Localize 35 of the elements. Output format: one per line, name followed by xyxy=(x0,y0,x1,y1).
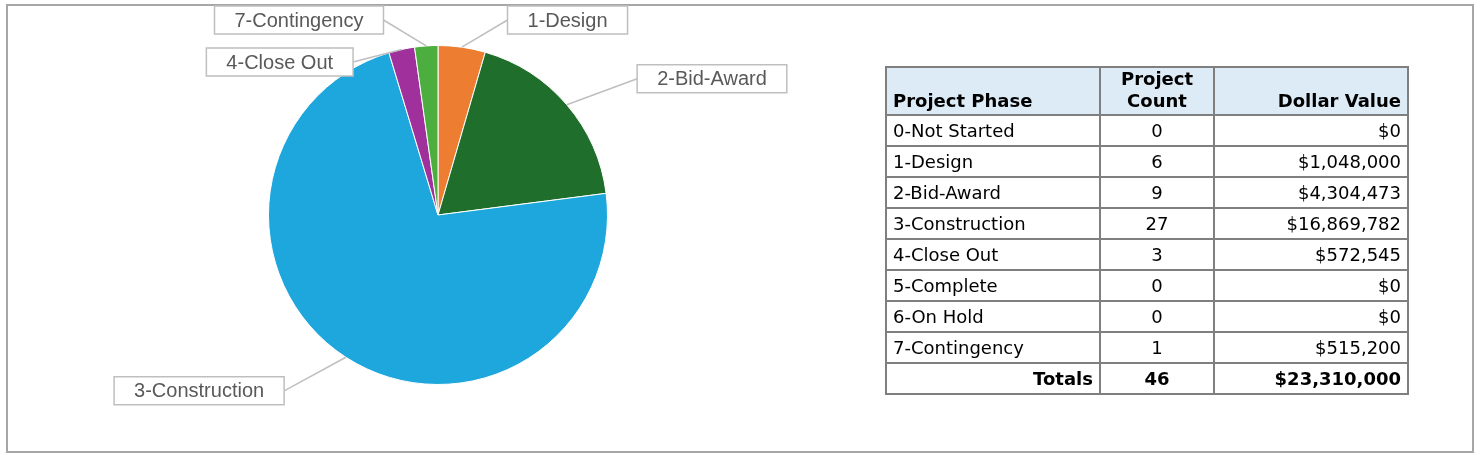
data-label: $572,545 xyxy=(1214,239,1408,270)
data-label: $0 xyxy=(1214,301,1408,332)
text: Project Count xyxy=(1100,67,1214,115)
data-label: 0 xyxy=(1100,115,1214,146)
data-label: $4,304,473 xyxy=(1214,177,1408,208)
text: 46 xyxy=(1144,368,1170,389)
slice-label: 7-Contingency xyxy=(234,8,364,31)
category-label: 5-Complete xyxy=(886,270,1100,301)
data-label: 1 xyxy=(1100,332,1214,363)
text: Project Phase xyxy=(886,67,1100,115)
data-label: 0 xyxy=(1100,270,1214,301)
data-label: $16,869,782 xyxy=(1214,208,1408,239)
data-label: 27 xyxy=(1100,208,1214,239)
category-label: 4-Close Out xyxy=(886,239,1100,270)
category-label: 6-On Hold xyxy=(886,301,1100,332)
data-label: 6 xyxy=(1100,146,1214,177)
slice-label: 2-Bid-Award xyxy=(657,67,767,90)
text: Dollar Value xyxy=(1214,67,1408,115)
data-label: $515,200 xyxy=(1214,332,1408,363)
data-label: $0 xyxy=(1214,270,1408,301)
category-label: 2-Bid-Award xyxy=(886,177,1100,208)
data-label: $1,048,000 xyxy=(1214,146,1408,177)
category-label: 0-Not Started xyxy=(886,115,1100,146)
category-label: 3-Construction xyxy=(886,208,1100,239)
data-label: $0 xyxy=(1214,115,1408,146)
slice-label: 1-Design xyxy=(527,8,608,31)
category-label: 7-Contingency xyxy=(886,332,1100,363)
text: Totals xyxy=(886,363,1100,394)
category-label: 1-Design xyxy=(886,146,1100,177)
data-label: 9 xyxy=(1100,177,1214,208)
text: $23,310,000 xyxy=(1274,368,1401,389)
slice-label: 4-Close Out xyxy=(226,50,334,73)
data-label: 0 xyxy=(1100,301,1214,332)
data-label: 3 xyxy=(1100,239,1214,270)
slice-label: 3-Construction xyxy=(134,379,265,402)
